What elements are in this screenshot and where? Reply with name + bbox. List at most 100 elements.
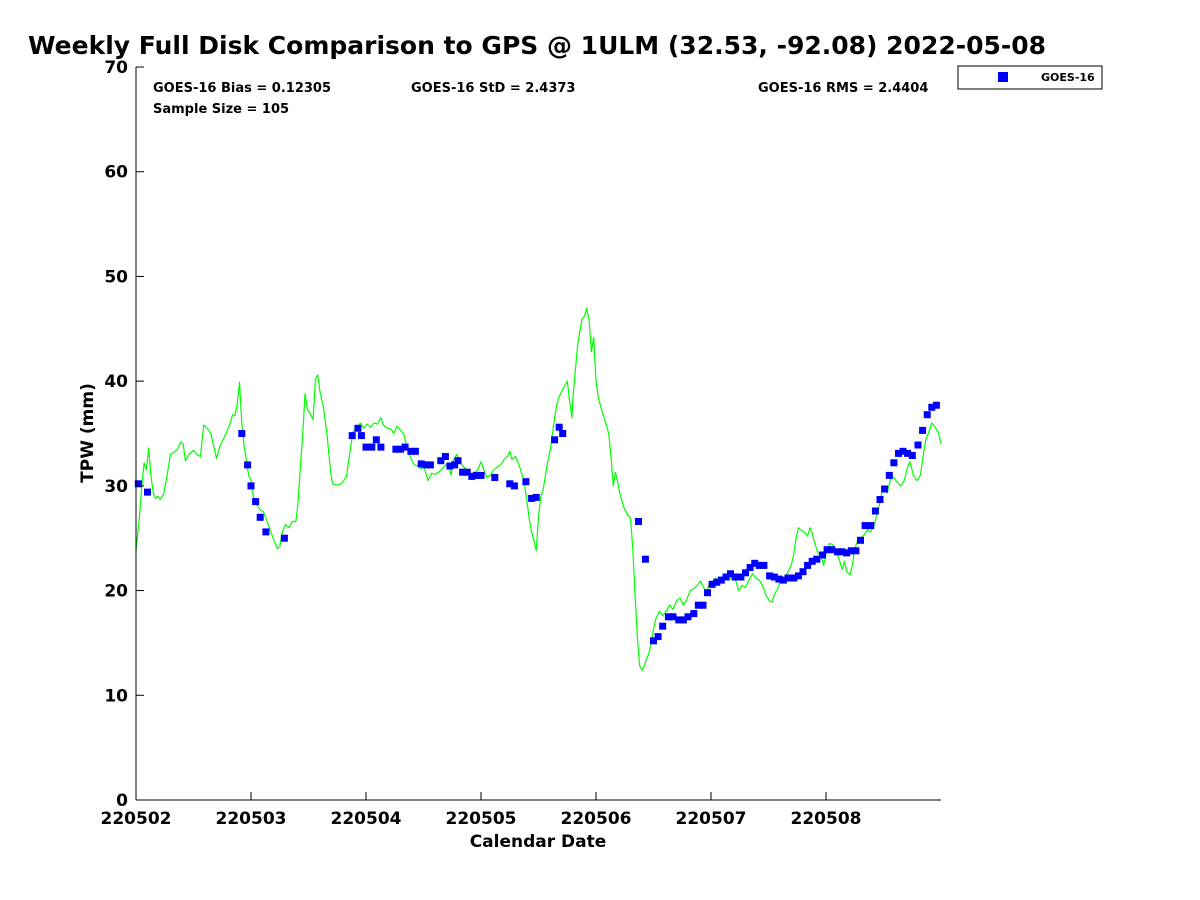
goes16-data-point [722, 573, 730, 581]
y-tick-label: 20 [104, 582, 128, 602]
goes16-data-point [559, 430, 567, 437]
goes16-data-point [477, 471, 485, 479]
goes16-data-point [914, 441, 922, 449]
goes16-data-point [876, 496, 884, 503]
goes16-data-point [823, 546, 831, 554]
goes16-data-point [280, 534, 288, 542]
goes16-data-point [510, 482, 518, 490]
goes16-data-point [794, 572, 802, 580]
goes16-data-point [838, 548, 846, 556]
goes16-data-point [134, 480, 142, 488]
goes16-data-point [528, 494, 536, 502]
goes16-data-point [775, 575, 783, 583]
goes16-data-point [684, 613, 692, 621]
y-tick-label: 30 [104, 477, 128, 497]
x-tick-label: 220507 [676, 809, 747, 829]
stat-std: GOES-16 StD = 2.4373 [411, 81, 575, 96]
goes16-data-point [238, 430, 246, 437]
goes16-data-point [737, 573, 745, 581]
goes16-data-point [819, 551, 826, 559]
goes16-data-point [446, 462, 454, 470]
goes16-data-point [675, 616, 683, 624]
goes16-data-point [422, 461, 430, 469]
goes16-data-point [804, 561, 812, 569]
goes16-data-point [731, 573, 739, 581]
goes16-data-point [813, 555, 821, 563]
goes16-data-point [377, 443, 385, 451]
goes16-data-point [919, 426, 927, 434]
goes16-data-point [426, 461, 434, 469]
gps-series-line [135, 307, 942, 671]
x-tick-label: 220502 [101, 809, 172, 829]
goes16-data-point [834, 548, 841, 556]
goes16-data-point [708, 580, 716, 588]
goes16-data-point [857, 536, 864, 544]
goes16-data-point [885, 471, 893, 479]
goes16-data-point [372, 436, 380, 444]
goes16-data-point [454, 457, 462, 465]
goes16-data-point [770, 573, 778, 581]
goes16-data-point [262, 528, 270, 536]
goes16-data-point [928, 403, 936, 411]
goes16-data-point [650, 637, 657, 645]
goes16-data-point [861, 522, 869, 530]
goes16-data-point [808, 557, 816, 565]
chart-title: Weekly Full Disk Comparison to GPS @ 1UL… [28, 31, 1046, 60]
y-tick-label: 0 [116, 791, 128, 811]
goes16-data-point [144, 488, 151, 496]
goes16-data-point [256, 513, 264, 521]
goes16-data-point [890, 459, 898, 467]
goes16-data-point [252, 498, 260, 506]
y-tick-label: 10 [104, 686, 128, 706]
goes16-data-point [441, 453, 449, 460]
goes16-data-point [895, 449, 902, 457]
goes16-data-point [654, 633, 662, 641]
goes16-data-point [417, 460, 425, 468]
goes16-data-point [828, 546, 836, 554]
goes16-data-point [354, 424, 362, 432]
goes16-data-point [704, 589, 711, 597]
goes16-data-point [368, 443, 376, 451]
goes16-data-point [742, 569, 749, 577]
goes16-data-point [679, 616, 687, 624]
goes16-data-point [641, 555, 649, 563]
goes16-data-point [713, 578, 721, 586]
goes16-data-point [664, 613, 672, 621]
legend-box [957, 65, 1103, 90]
goes16-data-point [635, 518, 642, 525]
gps-series-group [135, 307, 942, 671]
goes16-data-point [459, 468, 467, 476]
y-tick-label: 60 [104, 163, 128, 183]
goes16-data-point [694, 601, 702, 609]
x-axis-label: Calendar Date [470, 832, 607, 852]
goes16-data-point [717, 576, 725, 584]
goes16-data-point [932, 401, 940, 409]
plot-area [136, 67, 941, 800]
goes16-data-point [923, 411, 931, 419]
goes16-data-point [790, 574, 798, 582]
x-ticks: 220502 220503 220504 220505 220506 220507 2205… [101, 792, 862, 829]
goes16-data-point [881, 485, 889, 493]
stat-sample-size: Sample Size = 105 [153, 102, 289, 117]
goes16-data-point [867, 522, 875, 530]
x-tick-label: 220505 [446, 809, 517, 829]
goes16-data-point [766, 572, 774, 580]
goes16-data-point [904, 449, 912, 457]
goes16-data-point [746, 564, 754, 571]
goes16-data-point [908, 452, 916, 459]
legend-label-goes16: GOES-16 [1041, 71, 1095, 84]
goes16-data-point [468, 472, 476, 480]
goes16-data-point [411, 447, 419, 455]
legend-marker-goes16 [998, 72, 1008, 82]
goes16-data-point [727, 570, 734, 578]
y-axis-label: TPW (mm) [78, 383, 98, 483]
goes16-data-point [401, 443, 409, 451]
x-tick-label: 220508 [791, 809, 862, 829]
goes16-data-point [463, 468, 471, 476]
stat-bias: GOES-16 Bias = 0.12305 [153, 81, 331, 96]
goes16-data-point [760, 561, 768, 569]
goes16-data-point [751, 559, 759, 567]
goes16-data-point [555, 423, 563, 431]
goes16-data-point [659, 622, 667, 630]
